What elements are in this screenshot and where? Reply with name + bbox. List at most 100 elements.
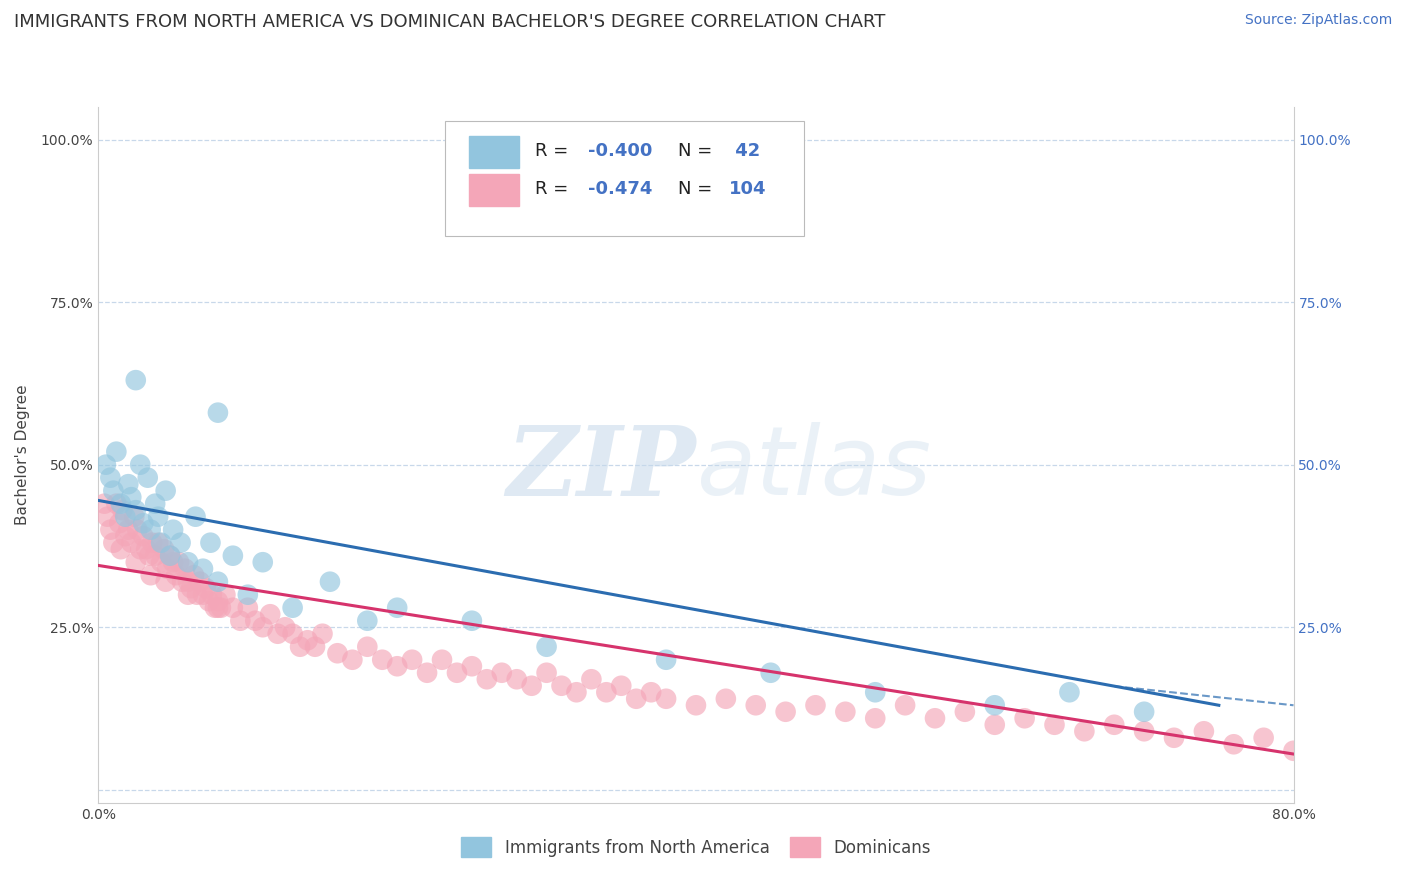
Point <box>953 705 976 719</box>
Point <box>110 542 132 557</box>
Point <box>222 600 245 615</box>
Point <box>207 406 229 420</box>
Point <box>1282 744 1305 758</box>
Point <box>595 685 617 699</box>
Point <box>236 600 259 615</box>
Point <box>491 665 513 680</box>
Point <box>132 516 155 531</box>
Point <box>1133 705 1156 719</box>
Point <box>114 509 136 524</box>
Point <box>281 600 304 615</box>
Point <box>108 516 131 531</box>
Point <box>245 614 267 628</box>
Point <box>626 691 648 706</box>
Point <box>209 600 232 615</box>
Point <box>150 555 173 569</box>
Point <box>198 594 221 608</box>
Point <box>610 679 633 693</box>
Point <box>120 490 142 504</box>
Point <box>581 672 603 686</box>
Point <box>416 665 439 680</box>
Point <box>536 665 558 680</box>
Point <box>191 588 214 602</box>
Point <box>103 535 125 549</box>
Point <box>342 653 364 667</box>
Point <box>159 549 181 563</box>
Point <box>174 562 197 576</box>
FancyBboxPatch shape <box>470 136 519 168</box>
Point <box>155 574 177 589</box>
Point <box>894 698 917 713</box>
Point <box>1059 685 1081 699</box>
Point <box>655 653 678 667</box>
Point <box>267 626 290 640</box>
Point <box>1104 718 1126 732</box>
Point <box>214 588 236 602</box>
Point <box>311 626 333 640</box>
Point <box>125 555 148 569</box>
Point <box>127 523 149 537</box>
Point <box>120 535 142 549</box>
Point <box>640 685 662 699</box>
Point <box>98 523 122 537</box>
Point <box>162 555 184 569</box>
Point <box>1223 737 1246 751</box>
Point <box>135 542 157 557</box>
Point <box>188 574 211 589</box>
Point <box>385 600 409 615</box>
Point <box>148 509 170 524</box>
Point <box>156 562 179 576</box>
Point <box>103 483 125 498</box>
Point <box>207 594 229 608</box>
Point <box>105 444 128 458</box>
FancyBboxPatch shape <box>446 121 804 235</box>
Point <box>259 607 281 622</box>
Point <box>125 373 148 387</box>
Point <box>93 497 115 511</box>
Point <box>124 509 146 524</box>
Point <box>252 555 274 569</box>
Point <box>274 620 297 634</box>
Text: ZIP: ZIP <box>506 422 696 516</box>
Text: IMMIGRANTS FROM NORTH AMERICA VS DOMINICAN BACHELOR'S DEGREE CORRELATION CHART: IMMIGRANTS FROM NORTH AMERICA VS DOMINIC… <box>14 13 886 31</box>
Point <box>385 659 409 673</box>
Point <box>834 705 856 719</box>
Point <box>222 549 245 563</box>
Text: 104: 104 <box>730 180 766 198</box>
Point <box>136 471 159 485</box>
Point <box>98 471 122 485</box>
Point <box>129 458 152 472</box>
Point <box>520 679 543 693</box>
Text: R =: R = <box>534 142 574 160</box>
Point <box>430 653 453 667</box>
Point <box>1043 718 1066 732</box>
Point <box>984 698 1007 713</box>
Text: atlas: atlas <box>696 422 931 516</box>
Point <box>201 588 224 602</box>
Point <box>356 614 378 628</box>
Point <box>207 574 229 589</box>
Point <box>195 581 218 595</box>
Point <box>319 574 342 589</box>
Point <box>141 535 163 549</box>
Point <box>371 653 394 667</box>
Point <box>139 568 162 582</box>
Point <box>1192 724 1215 739</box>
Point <box>180 581 202 595</box>
Text: R =: R = <box>534 180 574 198</box>
Point <box>186 588 208 602</box>
Point <box>191 562 214 576</box>
Point <box>143 497 166 511</box>
Text: N =: N = <box>678 180 718 198</box>
Point <box>169 535 191 549</box>
Point <box>111 503 134 517</box>
Point <box>153 542 176 557</box>
Point <box>138 549 160 563</box>
Point <box>775 705 797 719</box>
Point <box>304 640 326 654</box>
Point <box>155 483 177 498</box>
Point <box>236 588 259 602</box>
Point <box>461 614 484 628</box>
Point <box>714 691 737 706</box>
Point <box>114 529 136 543</box>
